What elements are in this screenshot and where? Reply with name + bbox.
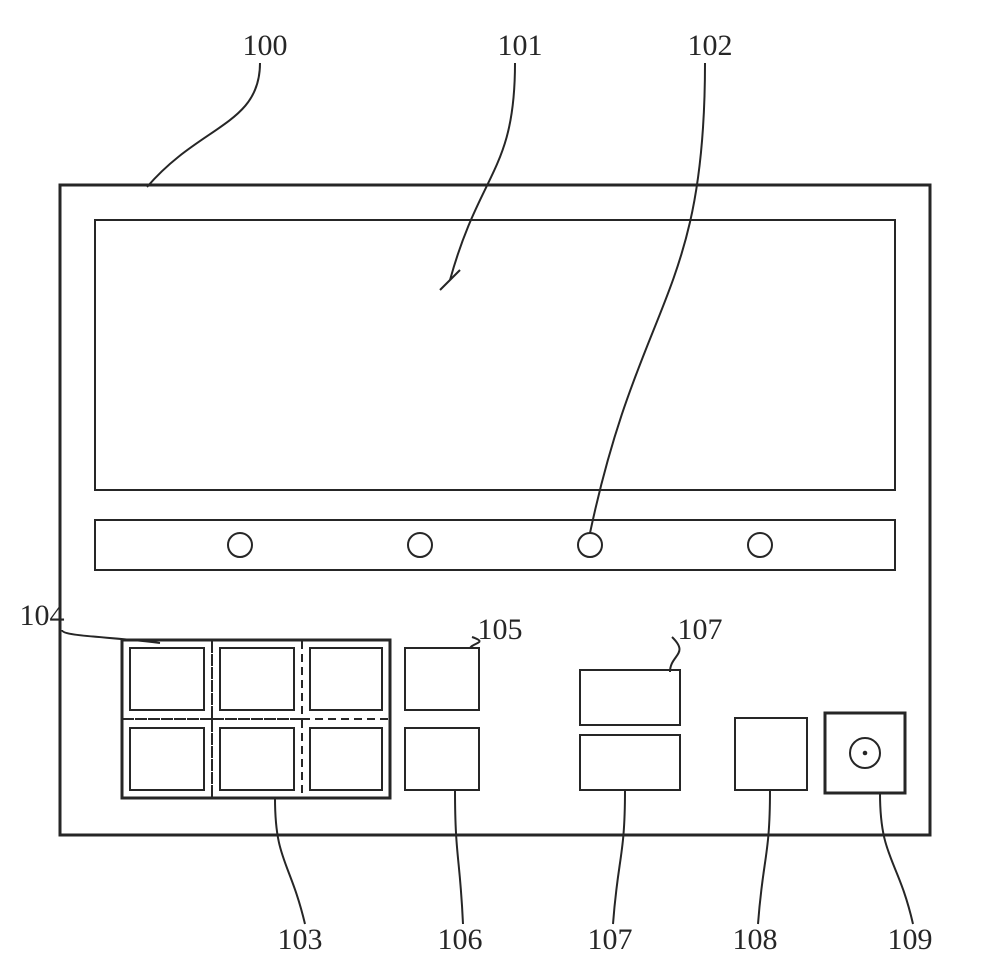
label-107-bottom: 107 (588, 923, 633, 956)
label-100: 100 (243, 29, 288, 62)
label-105: 105 (478, 613, 523, 646)
label-104: 104 (20, 599, 65, 632)
label-107-top: 107 (678, 613, 723, 646)
label-109: 109 (888, 923, 933, 956)
label-108: 108 (733, 923, 778, 956)
label-102: 102 (688, 29, 733, 62)
label-106: 106 (438, 923, 483, 956)
label-101: 101 (498, 29, 543, 62)
round-key-dot (863, 751, 868, 756)
patent-figure: 100 101 102 104 103 105 106 107 107 108 109 (0, 0, 1000, 969)
label-103: 103 (278, 923, 323, 956)
